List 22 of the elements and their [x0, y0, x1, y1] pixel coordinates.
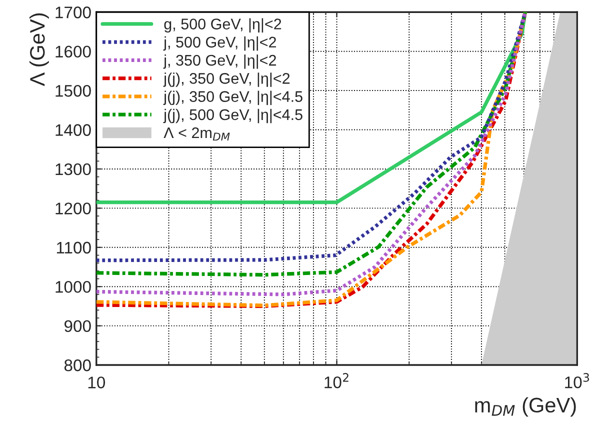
legend-label: j(j), 350 GeV, |η|<4.5: [163, 90, 302, 106]
y-tick-label: 1000: [56, 281, 91, 293]
y-tick-label: 900: [64, 320, 91, 332]
x-axis-title: m$_{DM}$ (GeV): [475, 397, 576, 417]
y-tick-label: 1600: [56, 46, 91, 58]
x-tick-label: 10$^{3}$: [565, 373, 589, 388]
legend-label: j(j), 500 GeV, |η|<4.5: [163, 108, 302, 124]
y-tick-label: 1700: [56, 6, 91, 18]
legend-label: Λ < 2m$_{DM}$: [164, 127, 230, 141]
y-tick-label: 1200: [56, 202, 91, 214]
legend-label: j, 350 GeV, |η|<2: [163, 54, 276, 69]
y-tick-label: 1100: [56, 242, 91, 254]
y-tick-label: 1400: [56, 124, 91, 136]
legend-label: j, 500 GeV, |η|<2: [163, 36, 276, 51]
x-tick-label: 10: [88, 376, 106, 388]
y-tick-label: 1500: [56, 84, 91, 97]
y-tick-label: 800: [64, 359, 91, 372]
legend-label: j(j), 350 GeV, |η|<2: [163, 72, 290, 87]
legend-label: g, 500 GeV, |η|<2: [164, 18, 282, 33]
x-tick-label: 10$^{2}$: [324, 373, 348, 388]
y-axis-title: Λ (GeV): [29, 13, 49, 86]
y-tick-label: 1300: [56, 163, 91, 176]
